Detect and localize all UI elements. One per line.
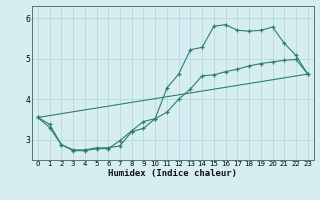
X-axis label: Humidex (Indice chaleur): Humidex (Indice chaleur) bbox=[108, 169, 237, 178]
